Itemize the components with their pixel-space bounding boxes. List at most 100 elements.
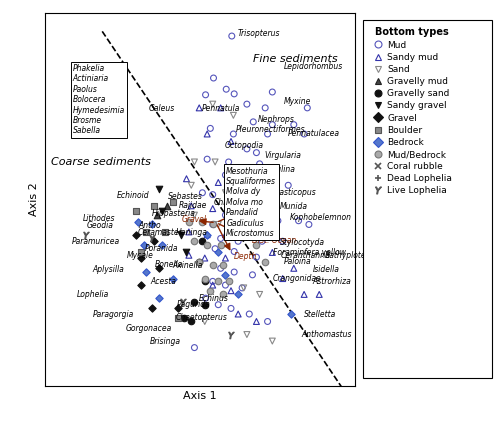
Text: Munida: Munida bbox=[280, 202, 307, 211]
Point bbox=[132, 232, 140, 238]
Point bbox=[222, 314, 230, 321]
Point bbox=[206, 287, 214, 294]
Text: Fine sediments: Fine sediments bbox=[253, 54, 338, 64]
Point bbox=[208, 278, 216, 285]
Point bbox=[174, 314, 182, 321]
Text: Lepidorhombus: Lepidorhombus bbox=[284, 62, 343, 71]
Point bbox=[201, 301, 209, 308]
Point bbox=[150, 202, 158, 209]
Text: Gravel: Gravel bbox=[182, 215, 206, 224]
Point bbox=[278, 275, 286, 282]
Point bbox=[214, 179, 222, 186]
Text: Heninga: Heninga bbox=[176, 229, 207, 237]
Text: Galeus: Galeus bbox=[148, 104, 174, 113]
Text: Myxine: Myxine bbox=[284, 97, 311, 106]
Point bbox=[234, 238, 242, 245]
Point bbox=[180, 314, 188, 321]
Text: Dist. Ocean: Dist. Ocean bbox=[252, 236, 296, 245]
Point bbox=[238, 285, 246, 291]
Point bbox=[315, 291, 323, 298]
Text: Kophobelemnon: Kophobelemnon bbox=[290, 213, 352, 223]
Y-axis label: Axis 2: Axis 2 bbox=[30, 182, 40, 216]
Point bbox=[219, 291, 227, 298]
X-axis label: Axis 1: Axis 1 bbox=[183, 391, 217, 402]
Point bbox=[222, 232, 230, 238]
Point bbox=[208, 101, 216, 108]
Text: Paloina: Paloina bbox=[284, 257, 311, 266]
Text: Acesta: Acesta bbox=[150, 277, 176, 286]
Point bbox=[230, 224, 237, 231]
Point bbox=[264, 131, 272, 137]
Point bbox=[230, 248, 238, 255]
Point bbox=[208, 261, 216, 268]
Text: Hippasteria: Hippasteria bbox=[152, 209, 196, 218]
Point bbox=[230, 112, 237, 119]
Point bbox=[219, 261, 227, 268]
Text: Rajidae: Rajidae bbox=[178, 201, 207, 210]
Point bbox=[227, 138, 235, 145]
Point bbox=[214, 301, 222, 308]
Text: Stylocotyda: Stylocotyda bbox=[280, 238, 326, 247]
Point bbox=[195, 258, 203, 265]
Point bbox=[286, 311, 294, 318]
Point bbox=[142, 269, 150, 276]
Text: Poranida: Poranida bbox=[145, 244, 178, 253]
Point bbox=[158, 208, 166, 215]
Point bbox=[227, 331, 235, 338]
Point bbox=[240, 285, 248, 291]
Point bbox=[240, 212, 248, 218]
Point bbox=[203, 232, 211, 238]
Point bbox=[203, 131, 211, 137]
Text: Octopodia: Octopodia bbox=[224, 141, 264, 150]
Text: Paragorgia: Paragorgia bbox=[92, 310, 134, 319]
Point bbox=[216, 242, 224, 248]
Point bbox=[158, 242, 166, 248]
Point bbox=[177, 232, 185, 238]
Point bbox=[153, 212, 161, 218]
Text: Pennatulacea: Pennatulacea bbox=[288, 129, 340, 139]
Point bbox=[266, 202, 274, 209]
Point bbox=[134, 218, 142, 225]
Text: Ceranthanria: Ceranthanria bbox=[280, 251, 330, 260]
Point bbox=[246, 176, 254, 182]
Text: Crangonidae: Crangonidae bbox=[272, 274, 321, 283]
Point bbox=[198, 190, 206, 196]
Text: Isidella: Isidella bbox=[313, 265, 340, 274]
Point bbox=[222, 255, 230, 262]
Point bbox=[230, 208, 237, 215]
Point bbox=[252, 318, 260, 325]
Point bbox=[169, 275, 177, 282]
Point bbox=[248, 198, 256, 204]
Point bbox=[230, 131, 237, 137]
Text: Pagurida: Pagurida bbox=[177, 300, 210, 309]
Point bbox=[300, 291, 308, 298]
Point bbox=[243, 145, 251, 152]
Text: Pennatula: Pennatula bbox=[202, 104, 240, 113]
Text: Paramuricea: Paramuricea bbox=[72, 237, 120, 246]
Point bbox=[224, 159, 232, 165]
Point bbox=[268, 177, 276, 184]
Point bbox=[201, 275, 209, 282]
Point bbox=[250, 118, 258, 125]
Text: Solea: Solea bbox=[246, 178, 266, 187]
Point bbox=[137, 255, 145, 262]
Text: Lophelia: Lophelia bbox=[77, 290, 109, 299]
Point bbox=[203, 242, 211, 248]
Point bbox=[274, 218, 282, 224]
Point bbox=[268, 89, 276, 95]
Point bbox=[268, 338, 276, 344]
Point bbox=[188, 202, 196, 209]
Point bbox=[148, 235, 156, 242]
Point bbox=[116, 265, 124, 272]
Point bbox=[251, 208, 259, 215]
Point bbox=[300, 131, 308, 137]
Point bbox=[190, 298, 198, 305]
Point bbox=[228, 33, 236, 39]
Point bbox=[222, 212, 230, 218]
Point bbox=[164, 202, 172, 209]
Point bbox=[190, 212, 198, 218]
Point bbox=[156, 295, 164, 301]
Point bbox=[142, 229, 150, 235]
Point bbox=[140, 242, 147, 248]
Text: Lithodes: Lithodes bbox=[83, 215, 116, 223]
